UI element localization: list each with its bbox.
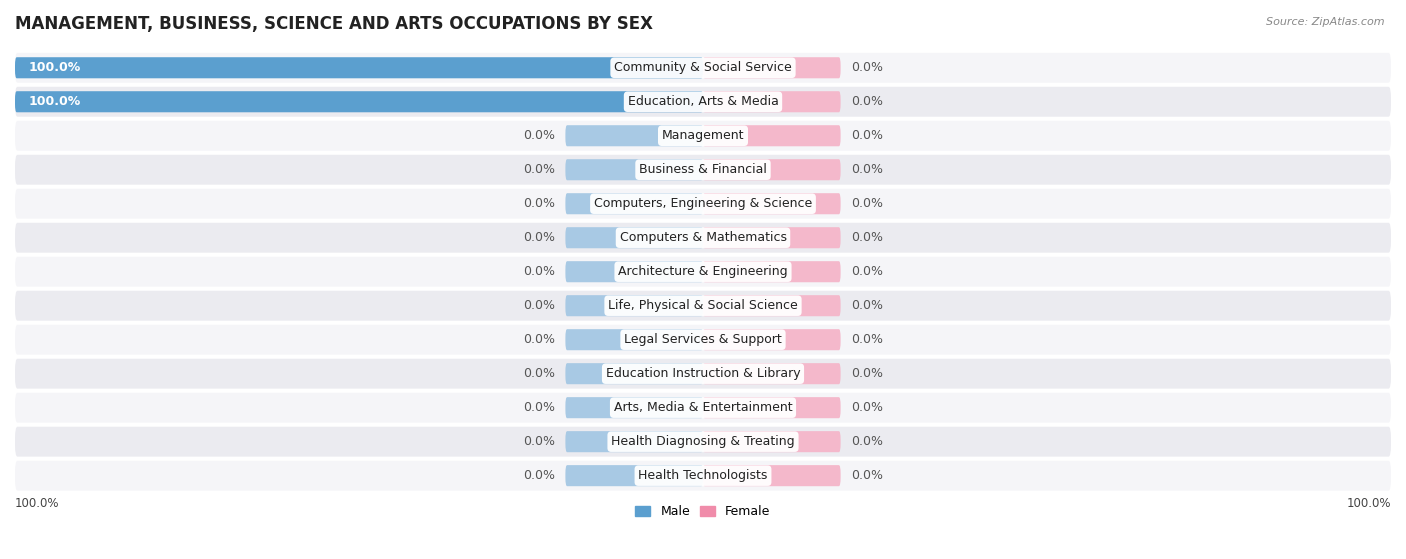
Text: 0.0%: 0.0% [523,129,555,142]
FancyBboxPatch shape [703,125,841,146]
Text: 100.0%: 100.0% [1347,497,1391,510]
FancyBboxPatch shape [15,427,1391,457]
FancyBboxPatch shape [565,261,703,282]
FancyBboxPatch shape [565,363,703,384]
Text: Architecture & Engineering: Architecture & Engineering [619,265,787,278]
Text: Management: Management [662,129,744,142]
Text: 0.0%: 0.0% [851,435,883,448]
Text: Computers, Engineering & Science: Computers, Engineering & Science [593,197,813,210]
FancyBboxPatch shape [565,397,703,418]
Text: Health Technologists: Health Technologists [638,469,768,482]
FancyBboxPatch shape [15,223,1391,253]
Text: Health Diagnosing & Treating: Health Diagnosing & Treating [612,435,794,448]
FancyBboxPatch shape [15,155,1391,184]
Text: Life, Physical & Social Science: Life, Physical & Social Science [609,299,797,312]
FancyBboxPatch shape [15,57,703,78]
FancyBboxPatch shape [15,91,703,112]
Text: Computers & Mathematics: Computers & Mathematics [620,231,786,244]
FancyBboxPatch shape [15,53,1391,83]
Text: Source: ZipAtlas.com: Source: ZipAtlas.com [1267,17,1385,27]
FancyBboxPatch shape [703,193,841,214]
FancyBboxPatch shape [703,465,841,486]
FancyBboxPatch shape [565,125,703,146]
Text: 0.0%: 0.0% [851,469,883,482]
Text: Arts, Media & Entertainment: Arts, Media & Entertainment [613,401,793,414]
Text: Education Instruction & Library: Education Instruction & Library [606,367,800,380]
FancyBboxPatch shape [565,465,703,486]
FancyBboxPatch shape [703,363,841,384]
FancyBboxPatch shape [15,359,1391,389]
FancyBboxPatch shape [703,295,841,316]
Text: 0.0%: 0.0% [523,333,555,346]
Text: 0.0%: 0.0% [851,299,883,312]
Text: 0.0%: 0.0% [851,333,883,346]
FancyBboxPatch shape [703,397,841,418]
FancyBboxPatch shape [565,329,703,350]
Text: 0.0%: 0.0% [851,401,883,414]
FancyBboxPatch shape [15,325,1391,354]
FancyBboxPatch shape [15,121,1391,151]
Text: 0.0%: 0.0% [523,401,555,414]
Text: 100.0%: 100.0% [28,95,82,108]
FancyBboxPatch shape [15,291,1391,321]
Text: 100.0%: 100.0% [15,497,59,510]
FancyBboxPatch shape [703,159,841,180]
FancyBboxPatch shape [703,329,841,350]
Text: 0.0%: 0.0% [851,231,883,244]
Text: Community & Social Service: Community & Social Service [614,61,792,74]
Text: 0.0%: 0.0% [851,95,883,108]
Text: 0.0%: 0.0% [523,231,555,244]
FancyBboxPatch shape [703,431,841,452]
Text: Legal Services & Support: Legal Services & Support [624,333,782,346]
FancyBboxPatch shape [703,227,841,248]
Text: 0.0%: 0.0% [851,197,883,210]
FancyBboxPatch shape [565,295,703,316]
Text: 0.0%: 0.0% [523,265,555,278]
Text: 0.0%: 0.0% [851,265,883,278]
Text: 0.0%: 0.0% [523,469,555,482]
FancyBboxPatch shape [15,393,1391,423]
Text: MANAGEMENT, BUSINESS, SCIENCE AND ARTS OCCUPATIONS BY SEX: MANAGEMENT, BUSINESS, SCIENCE AND ARTS O… [15,15,652,33]
Text: 0.0%: 0.0% [523,197,555,210]
Legend: Male, Female: Male, Female [630,500,776,523]
Text: 0.0%: 0.0% [523,435,555,448]
FancyBboxPatch shape [15,257,1391,287]
FancyBboxPatch shape [565,193,703,214]
Text: 0.0%: 0.0% [523,163,555,176]
FancyBboxPatch shape [565,159,703,180]
Text: 0.0%: 0.0% [523,367,555,380]
FancyBboxPatch shape [15,189,1391,219]
FancyBboxPatch shape [703,91,841,112]
Text: Business & Financial: Business & Financial [640,163,766,176]
Text: 0.0%: 0.0% [851,61,883,74]
FancyBboxPatch shape [565,227,703,248]
Text: 0.0%: 0.0% [851,367,883,380]
Text: Education, Arts & Media: Education, Arts & Media [627,95,779,108]
FancyBboxPatch shape [15,461,1391,491]
Text: 0.0%: 0.0% [851,163,883,176]
FancyBboxPatch shape [565,431,703,452]
FancyBboxPatch shape [15,87,1391,117]
Text: 100.0%: 100.0% [28,61,82,74]
FancyBboxPatch shape [703,57,841,78]
FancyBboxPatch shape [703,261,841,282]
Text: 0.0%: 0.0% [523,299,555,312]
Text: 0.0%: 0.0% [851,129,883,142]
